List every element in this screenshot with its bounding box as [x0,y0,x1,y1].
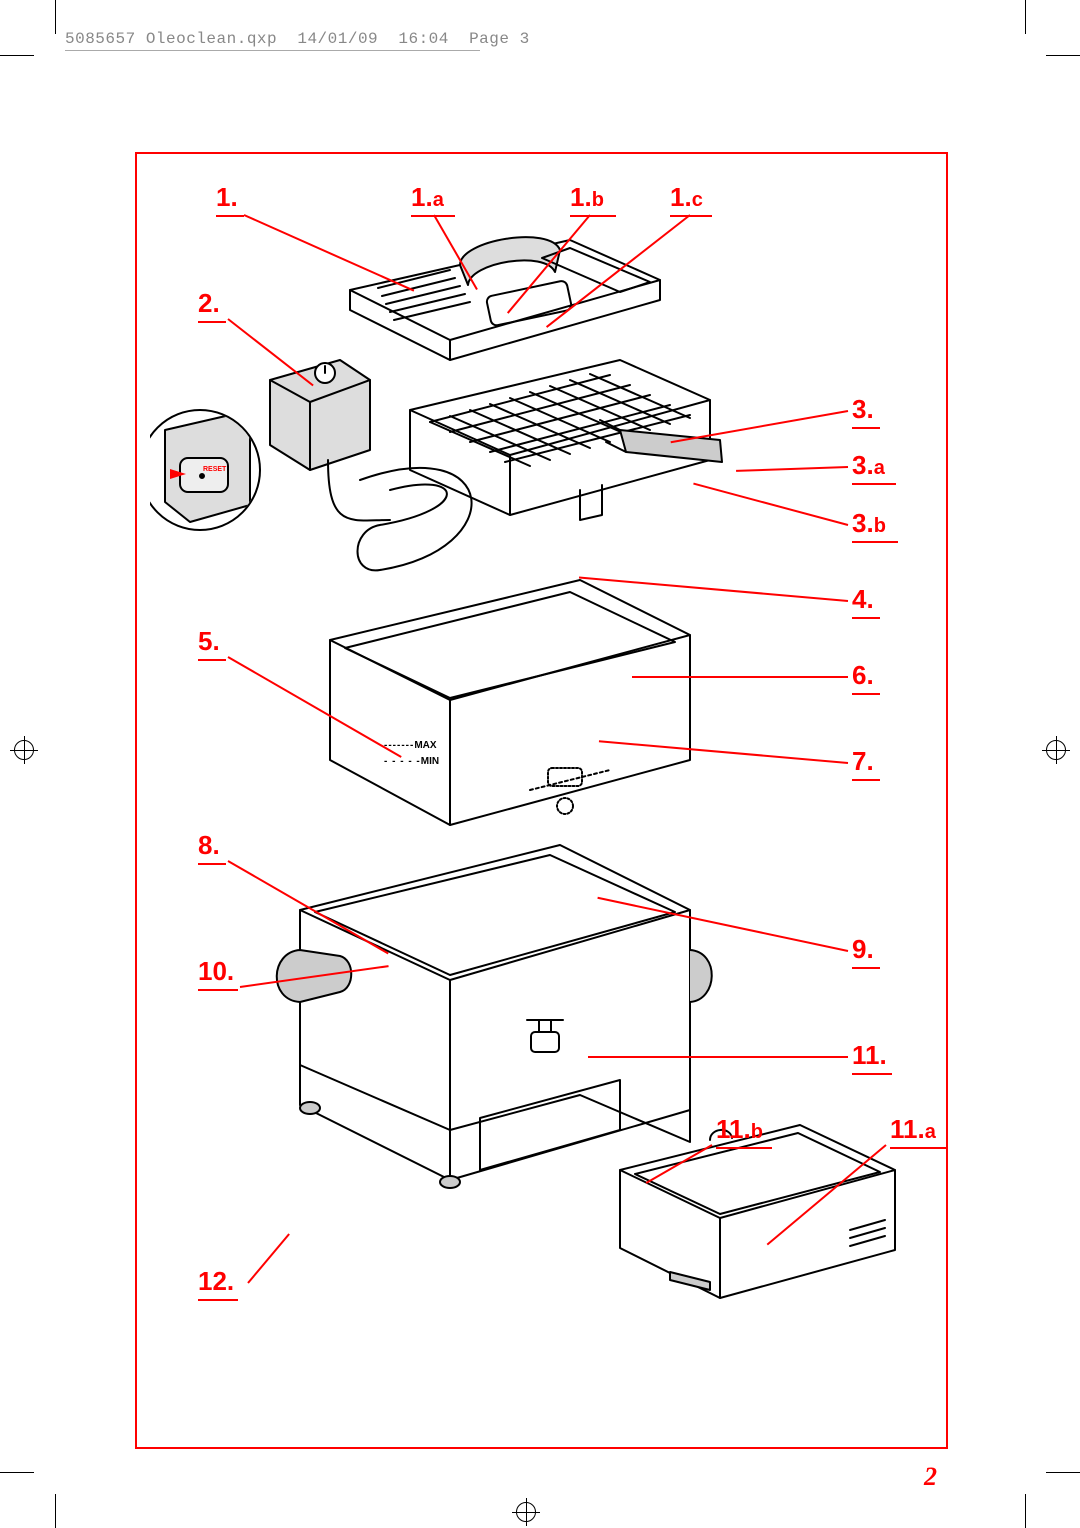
callout-1c: 1.c [670,182,712,217]
leader-6 [632,676,848,678]
min-label: MIN [421,756,439,767]
header-filename: 5085657 Oleoclean.qxp [65,30,277,48]
callout-11b: 11.b [716,1114,772,1149]
header-time: 16:04 [398,30,449,48]
callout-1b: 1.b [570,182,616,217]
reset-arrow-icon [170,469,186,479]
callout-12: 12. [198,1266,238,1301]
registration-mark [1042,736,1070,764]
callout-11a: 11.a [890,1114,946,1149]
callout-3b: 3.b [852,508,898,543]
exploded-diagram [150,170,940,1430]
page-number: 2 [924,1462,937,1492]
callout-3: 3. [852,394,880,429]
header-date: 14/01/09 [297,30,378,48]
registration-mark [512,1498,540,1526]
callout-3a: 3.a [852,450,896,485]
callout-11: 11. [852,1040,892,1075]
callout-1a: 1.a [411,182,455,217]
callout-7: 7. [852,746,880,781]
registration-mark [10,736,38,764]
callout-1: 1. [216,182,244,217]
callout-2: 2. [198,288,226,323]
reset-label: RESET [203,466,226,473]
bowl-level-markings: -------MAX - - - - -MIN [384,738,439,770]
callout-10: 10. [198,956,238,991]
callout-9: 9. [852,934,880,969]
callout-5: 5. [198,626,226,661]
print-header: 5085657 Oleoclean.qxp 14/01/09 16:04 Pag… [65,30,530,48]
callout-6: 6. [852,660,880,695]
leader-11 [588,1056,848,1058]
max-label: MAX [414,740,436,751]
callout-8: 8. [198,830,226,865]
callout-4: 4. [852,584,880,619]
header-page: Page 3 [469,30,530,48]
